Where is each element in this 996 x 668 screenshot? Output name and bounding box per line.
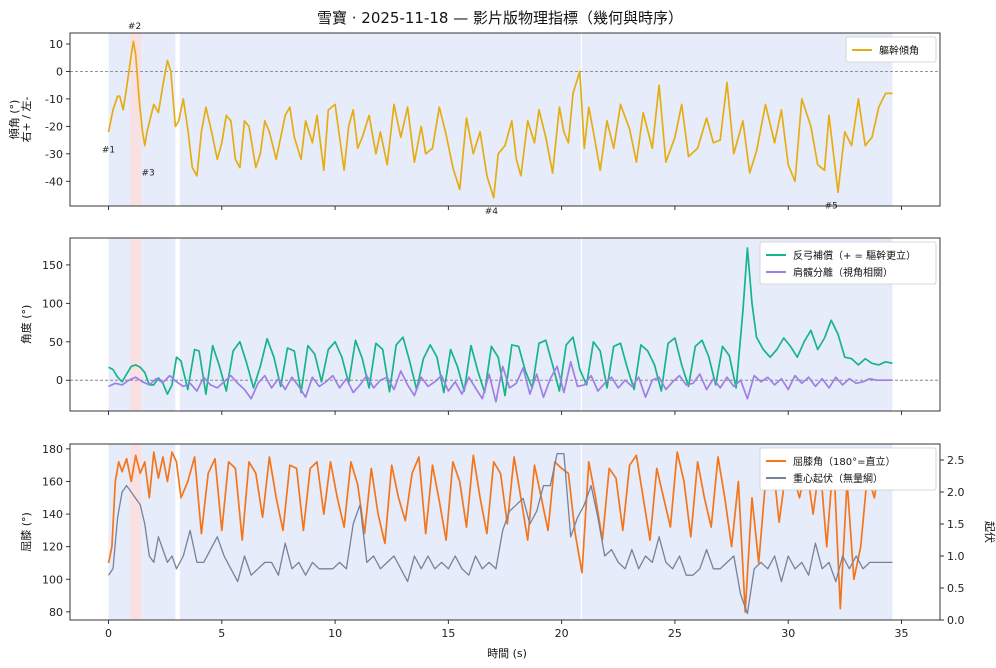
y-tick-label: 100: [42, 573, 63, 586]
panel-knee: 180 160 140 120 100 80 2.5 2.0 1.5 1.0 0.5 0.0 起伏 0 5 1…: [20, 443, 996, 640]
y-tick-label: 160: [42, 475, 63, 488]
y-tick-label: 150: [42, 259, 63, 272]
highlight-shading: [130, 238, 142, 411]
y2-axis-label: 起伏: [983, 521, 996, 543]
x-tick-label: 30: [781, 627, 795, 640]
panel-tilt: 10 0 -10 -20 -30 -40 傾角 (°) 右+ / 左- #1 #2 #3 #4 #5 軀幹…: [7, 22, 941, 217]
y-tick-label: 140: [42, 508, 63, 521]
legend-label: 屈膝角（180°=直立）: [793, 455, 895, 468]
y-axis-label: 屈膝 (°): [20, 512, 33, 552]
segment-shading: [179, 33, 581, 206]
y-axis-label: 角度 (°): [19, 305, 33, 345]
y2-tick-label: 2.0: [947, 486, 965, 499]
series-line-0-0: [107, 40, 893, 199]
legend: 屈膝角（180°=直立） 重心起伏（無量綱）: [759, 447, 937, 491]
y-tick-label: 0: [56, 65, 63, 78]
y-tick-label: 100: [42, 297, 63, 310]
legend-box: [759, 447, 937, 491]
x-tick-label: 35: [894, 627, 908, 640]
y2-tick-label: 0.0: [947, 614, 965, 627]
highlight-shading: [130, 444, 142, 620]
series-line-2-0: [107, 451, 893, 613]
y2-tick-label: 1.5: [947, 518, 965, 531]
y-tick-label: -10: [45, 93, 63, 106]
legend-label: 反弓補償（+ = 驅幹更立）: [793, 249, 916, 262]
x-tick-label: 10: [328, 627, 342, 640]
legend-label: 肩髖分離（視角相關）: [793, 266, 893, 279]
plot-frame: [69, 32, 941, 207]
x-tick-label: 0: [105, 627, 112, 640]
segment-shading: [582, 33, 893, 206]
y-tick-label: 180: [42, 443, 63, 456]
segment-shading: [108, 238, 176, 411]
chart-title: 雪寶 · 2025-11-18 — 影片版物理指標（幾何與時序）: [317, 9, 683, 27]
x-axis-label: 時間 (s): [487, 647, 527, 660]
legend-label: 軀幹傾角: [879, 44, 919, 57]
event-annotation: #4: [485, 207, 499, 217]
y2-tick-label: 1.0: [947, 550, 965, 563]
legend-box: [759, 241, 937, 285]
y-tick-label: 120: [42, 541, 63, 554]
legend-box: [845, 36, 937, 63]
event-annotation: #5: [825, 201, 838, 211]
y-tick-label: 80: [49, 606, 63, 619]
x-tick-label: 15: [441, 627, 455, 640]
y-tick-label: -20: [45, 120, 63, 133]
y-tick-label: -40: [45, 175, 63, 188]
y-axis-label: 傾角 (°): [7, 100, 21, 140]
x-tick-label: 5: [218, 627, 225, 640]
series-line-1-1: [108, 360, 893, 403]
segment-shading: [179, 238, 581, 411]
event-annotation: #3: [142, 168, 155, 178]
plot-frame: [69, 443, 941, 621]
plot-frame: [69, 237, 941, 412]
event-annotation: #2: [128, 22, 141, 32]
segment-shading: [179, 444, 581, 620]
y-tick-label: 50: [49, 336, 63, 349]
x-tick-label: 25: [668, 627, 682, 640]
highlight-shading: [130, 33, 142, 206]
y-tick-label: 0: [56, 374, 63, 387]
legend: 反弓補償（+ = 驅幹更立） 肩髖分離（視角相關）: [759, 241, 937, 285]
y-axis-label: 右+ / 左-: [19, 97, 33, 143]
series-line-2-1: [107, 452, 893, 615]
legend: 軀幹傾角: [845, 36, 937, 63]
y-tick-label: 10: [49, 38, 63, 51]
x-tick-label: 20: [555, 627, 569, 640]
event-annotation: #1: [102, 145, 115, 155]
panel-angles: 150 100 50 0 角度 (°) 反弓補償（+ = 驅幹更立） 肩髖分離（視角相關）: [19, 237, 941, 415]
y-tick-label: -30: [45, 148, 63, 161]
y2-tick-label: 0.5: [947, 582, 965, 595]
y2-tick-label: 2.5: [947, 454, 965, 467]
segment-shading: [108, 444, 176, 620]
legend-label: 重心起伏（無量綱）: [793, 472, 883, 485]
